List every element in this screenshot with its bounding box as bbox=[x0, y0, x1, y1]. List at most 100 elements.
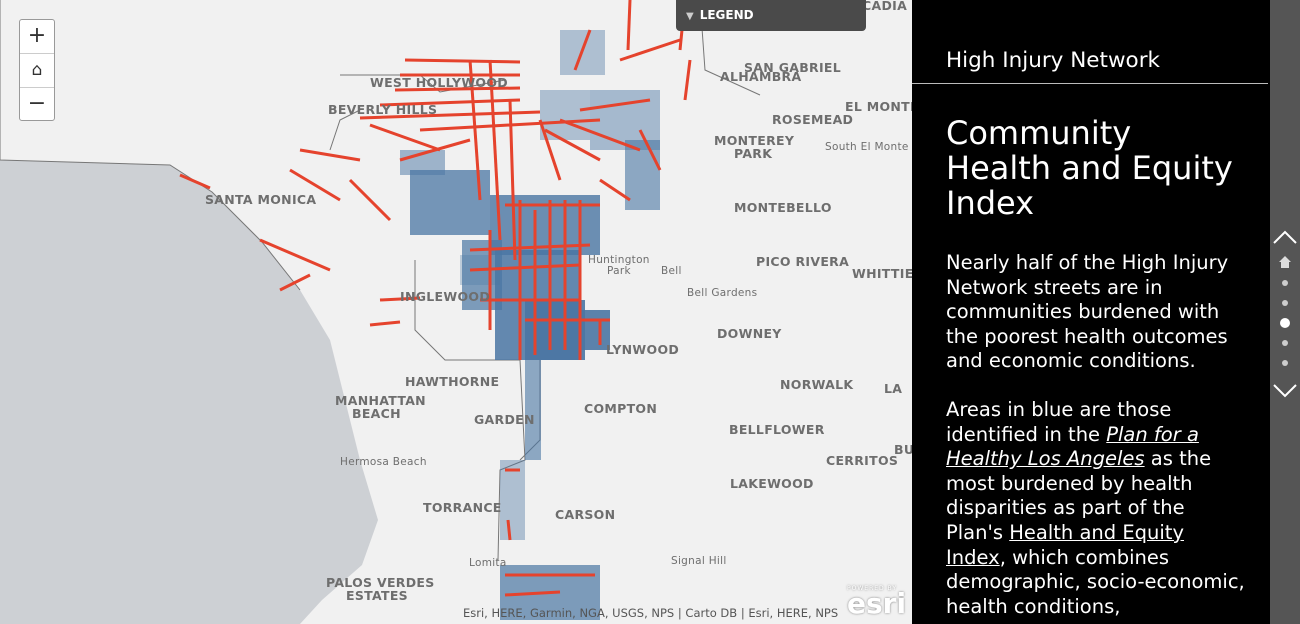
map-label: BU bbox=[894, 442, 912, 457]
equity-area bbox=[410, 170, 490, 235]
street bbox=[259, 238, 331, 272]
nav-dot[interactable] bbox=[1282, 340, 1288, 346]
vision-zero-logo: VISIONZERO LOS ANGELES | 2015-2025 bbox=[1058, 4, 1228, 41]
map-label: HAWTHORNE bbox=[405, 374, 499, 389]
street bbox=[279, 273, 311, 292]
map-label: LAKEWOOD bbox=[730, 476, 814, 491]
text: as the most burdened by health dispariti… bbox=[946, 447, 1212, 544]
equity-area bbox=[625, 140, 660, 210]
map-label: LA bbox=[884, 381, 902, 396]
nav-dot-active[interactable] bbox=[1280, 318, 1290, 328]
map-label: Bell Gardens bbox=[687, 287, 757, 299]
street bbox=[394, 86, 521, 92]
esri-logo: POWERED BY esri bbox=[847, 585, 907, 620]
zoom-in[interactable]: + bbox=[20, 20, 54, 54]
map-label: EL MONTE bbox=[845, 99, 912, 114]
app-title: High Injury Network bbox=[946, 48, 1160, 73]
street bbox=[469, 263, 581, 272]
nav-dot[interactable] bbox=[1282, 360, 1288, 366]
text: , which combines demographic, socio-econ… bbox=[946, 545, 1245, 618]
logo-title: VISIONZERO bbox=[1060, 5, 1226, 31]
nav-dot[interactable] bbox=[1282, 280, 1288, 286]
sidebar: High Injury Network Community Health and… bbox=[912, 0, 1270, 624]
esri-word: esri bbox=[847, 587, 907, 620]
street bbox=[579, 98, 651, 112]
street bbox=[626, 0, 632, 51]
attribution: Esri, HERE, Garmin, NGA, USGS, NPS | Car… bbox=[463, 606, 839, 620]
zoom-controls: + ⌂ − bbox=[19, 19, 55, 121]
map-label: South El Monte bbox=[825, 141, 909, 153]
map-label: Hermosa Beach bbox=[340, 456, 427, 468]
home[interactable]: ⌂ bbox=[20, 54, 54, 88]
street bbox=[619, 38, 681, 62]
zoom-out[interactable]: − bbox=[27, 91, 47, 116]
ocean bbox=[0, 160, 378, 624]
section-heading: Community Health and Equity Index bbox=[946, 114, 1233, 222]
map-label: COMPTON bbox=[584, 401, 657, 416]
map-label: MONTEBELLO bbox=[734, 200, 832, 215]
street bbox=[504, 590, 561, 597]
map-label: PALOS VERDES bbox=[326, 575, 435, 590]
map-label: ALHAMBRA bbox=[720, 69, 801, 84]
nav-up[interactable] bbox=[1273, 230, 1297, 244]
map-label: SAN GABRIEL bbox=[744, 60, 841, 75]
street bbox=[544, 128, 601, 162]
map-label: GARDEN bbox=[474, 412, 535, 427]
nav-home[interactable] bbox=[1279, 256, 1291, 268]
divider bbox=[912, 83, 1268, 84]
map-label: PICO RIVERA bbox=[756, 254, 849, 269]
street bbox=[538, 119, 562, 181]
map-label: INGLEWOOD bbox=[400, 289, 490, 304]
street bbox=[369, 320, 401, 327]
high-injury-streets bbox=[179, 0, 692, 597]
map-label: WHITTIER bbox=[852, 266, 912, 281]
paragraph: Nearly half of the High Injury Network s… bbox=[946, 251, 1229, 373]
nav-dot[interactable] bbox=[1282, 300, 1288, 306]
powered-by: POWERED BY bbox=[847, 585, 898, 592]
street bbox=[369, 123, 441, 152]
equity-area bbox=[500, 460, 525, 540]
map-label: Lomita bbox=[469, 557, 507, 569]
map-label: CARSON bbox=[555, 507, 615, 522]
equity-area bbox=[580, 310, 610, 350]
street bbox=[468, 59, 482, 201]
street bbox=[638, 129, 662, 171]
street bbox=[379, 296, 421, 302]
map-label: Signal Hill bbox=[671, 555, 727, 567]
link[interactable]: Plan for a Healthy Los Angeles bbox=[946, 422, 1199, 471]
street bbox=[599, 178, 631, 202]
map-label: Bell bbox=[661, 265, 682, 277]
legend-toggle[interactable]: ▼ LEGEND bbox=[676, 0, 866, 31]
map-label: LYNWOOD bbox=[606, 342, 679, 357]
map-label: ESTATES bbox=[346, 588, 408, 603]
map-label: BEACH bbox=[352, 406, 401, 421]
street bbox=[289, 168, 341, 202]
map-label: BEVERLY HILLS bbox=[328, 102, 437, 117]
street bbox=[683, 59, 692, 101]
nav-down[interactable] bbox=[1273, 384, 1297, 398]
street bbox=[506, 519, 512, 541]
map-label: SANTA MONICA bbox=[205, 192, 316, 207]
legend-label: LEGEND bbox=[699, 8, 754, 22]
story-nav bbox=[1270, 0, 1300, 624]
street bbox=[399, 138, 471, 162]
map-label: MONTEREY bbox=[714, 133, 795, 148]
equity-area bbox=[525, 360, 541, 460]
street bbox=[179, 173, 211, 190]
street bbox=[299, 148, 361, 162]
street bbox=[488, 59, 502, 241]
paragraph: Areas in blue are those identified in th… bbox=[946, 398, 1246, 619]
link[interactable]: Health and Equity Index bbox=[946, 520, 1184, 569]
map-label: CERRITOS bbox=[826, 453, 898, 468]
map-label: Park bbox=[607, 265, 632, 277]
map-label: NORWALK bbox=[780, 377, 854, 392]
map-label: BELLFLOWER bbox=[729, 422, 825, 437]
map-label: Huntington bbox=[588, 254, 650, 266]
map-label: DOWNEY bbox=[717, 326, 782, 341]
map-label: WEST HOLLYWOOD bbox=[370, 75, 508, 90]
text: Areas in blue are those identified in th… bbox=[946, 397, 1172, 446]
street bbox=[348, 178, 392, 222]
